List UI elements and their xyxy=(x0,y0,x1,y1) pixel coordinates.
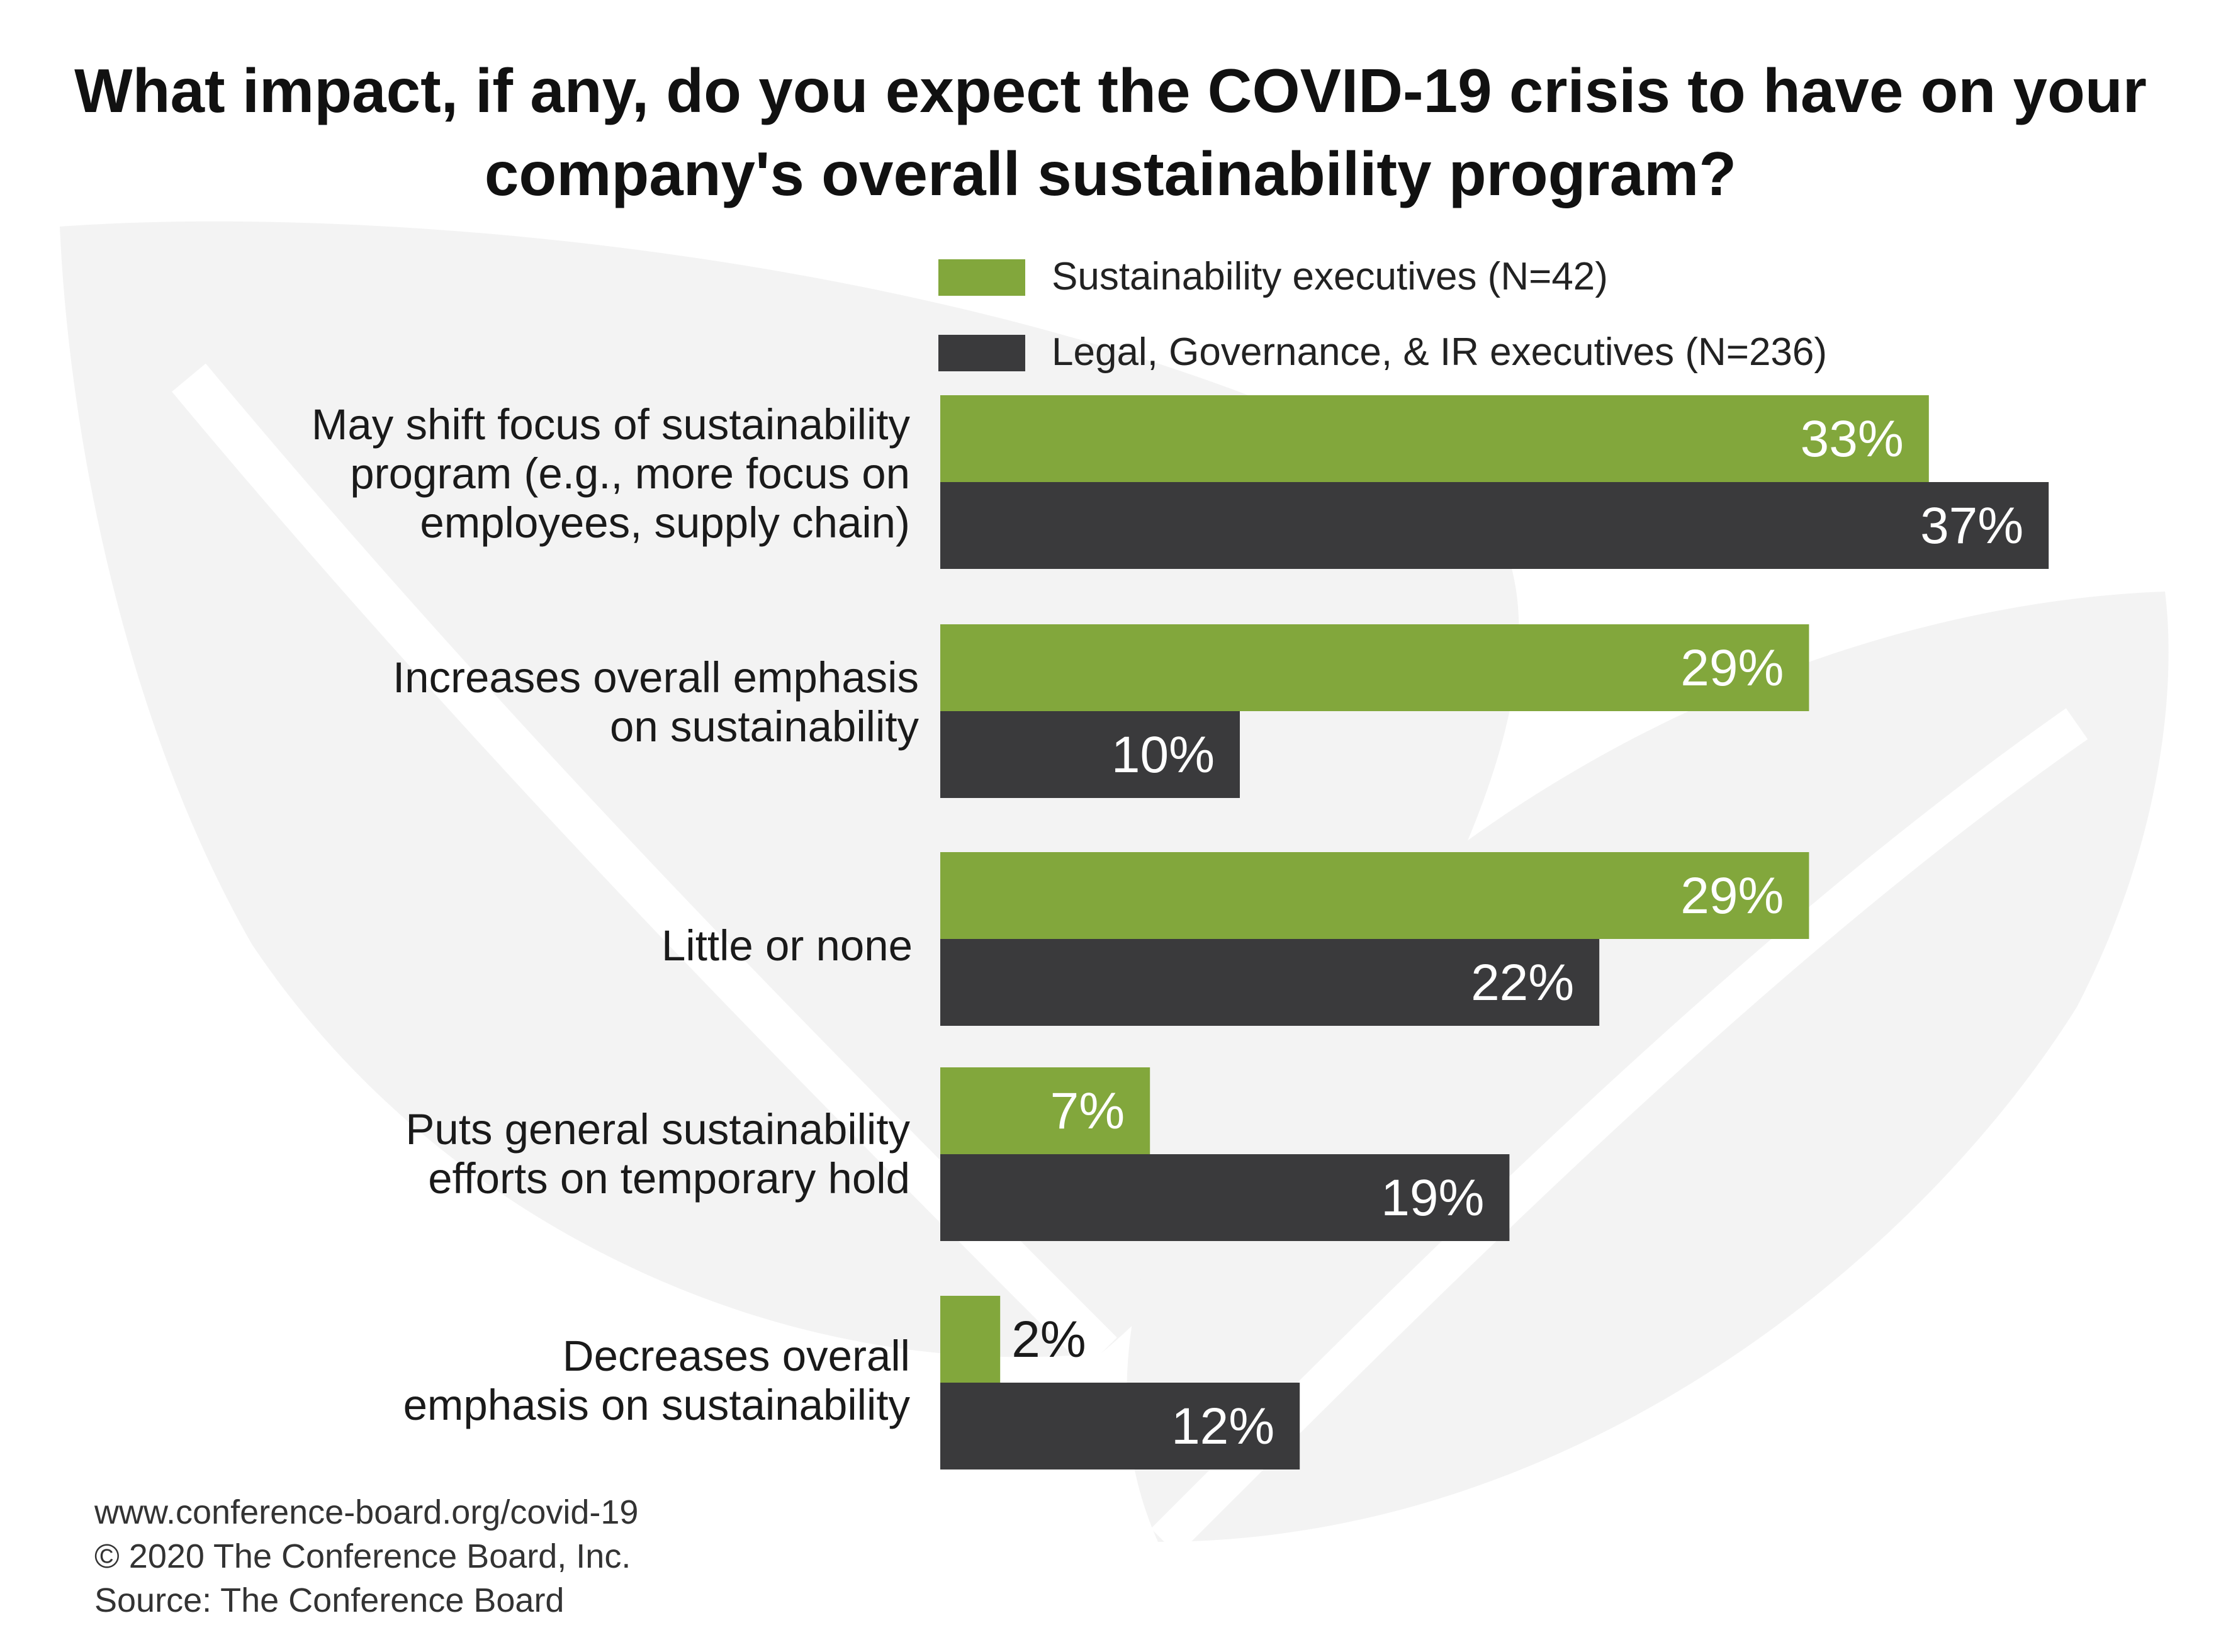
category-label-shift-focus: May shift focus of sustainability progra… xyxy=(311,400,910,547)
bar-value-label-sustainability-3: 7% xyxy=(1050,1082,1125,1140)
bar-value-label-sustainability-2: 29% xyxy=(1680,867,1784,924)
category-label-temporary-hold: Puts general sustainability efforts on t… xyxy=(405,1105,910,1203)
category-label-little-or-none: Little or none xyxy=(661,921,913,970)
legend-label-sustainability: Sustainability executives (N=42) xyxy=(1052,255,1608,298)
legend-label-legal: Legal, Governance, & IR executives (N=23… xyxy=(1052,330,1828,374)
footer-copyright: © 2020 The Conference Board, Inc. xyxy=(94,1537,631,1575)
legend-swatch-legal xyxy=(938,335,1025,371)
bar-value-label-legal-4: 12% xyxy=(1171,1398,1274,1455)
legend-swatch-sustainability xyxy=(938,259,1025,296)
bar-legal-3 xyxy=(940,1154,1510,1241)
bar-sustainability-0 xyxy=(940,395,1929,482)
bar-legal-4 xyxy=(940,1383,1300,1469)
chart-title: What impact, if any, do you expect the C… xyxy=(74,56,2147,208)
bar-legal-0 xyxy=(940,482,2049,569)
bar-legal-2 xyxy=(940,939,1600,1026)
category-label-decreases: Decreases overall emphasis on sustainabi… xyxy=(403,1332,910,1429)
bar-value-label-sustainability-0: 33% xyxy=(1801,410,1904,468)
bar-value-label-legal-3: 19% xyxy=(1381,1169,1484,1227)
bar-value-label-sustainability-1: 29% xyxy=(1680,639,1784,697)
footer-source: Source: The Conference Board xyxy=(94,1582,565,1619)
bar-sustainability-3 xyxy=(940,1067,1150,1154)
bar-sustainability-4 xyxy=(940,1296,1001,1383)
bar-value-label-legal-0: 37% xyxy=(1920,497,2023,554)
footer: www.conference-board.org/covid-19 © 2020… xyxy=(94,1490,638,1622)
bar-sustainability-2 xyxy=(940,852,1809,939)
bar-value-label-legal-1: 10% xyxy=(1111,726,1215,784)
footer-url: www.conference-board.org/covid-19 xyxy=(94,1493,639,1531)
bar-legal-1 xyxy=(940,711,1240,798)
bar-value-label-legal-2: 22% xyxy=(1471,954,1574,1011)
category-label-increases: Increases overall emphasis on sustainabi… xyxy=(392,653,919,751)
bar-sustainability-1 xyxy=(940,624,1809,711)
bar-value-label-sustainability-4: 2% xyxy=(1011,1311,1086,1368)
